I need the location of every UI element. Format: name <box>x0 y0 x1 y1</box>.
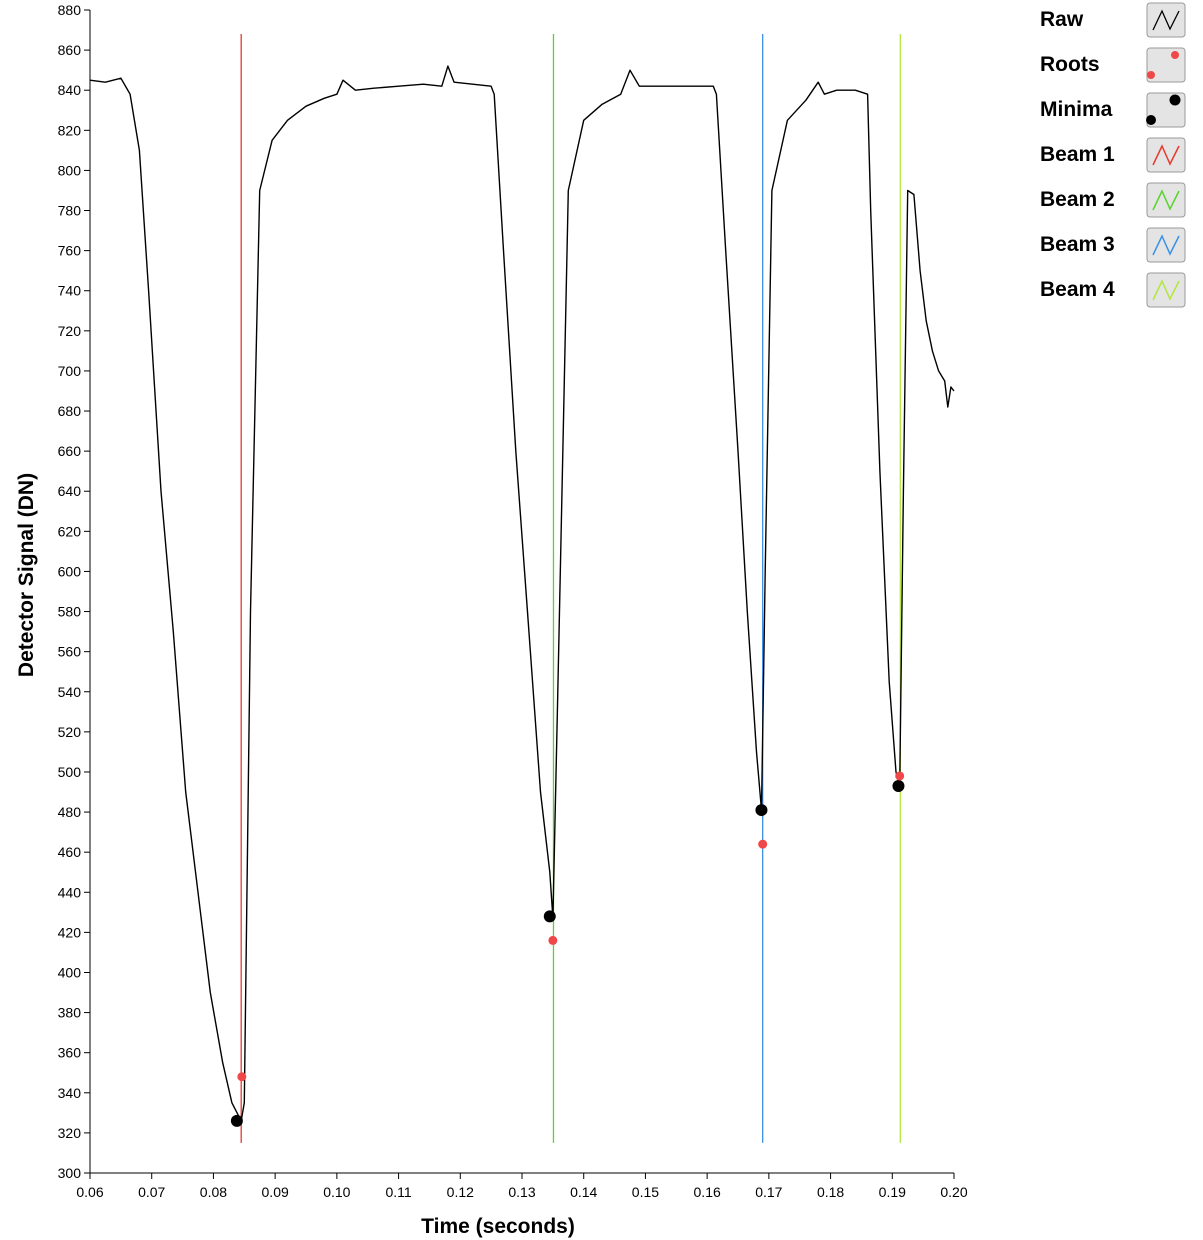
y-tick-label: 460 <box>58 844 82 860</box>
legend-label-beam-3: Beam 3 <box>1040 233 1115 256</box>
minima-point <box>755 804 768 817</box>
x-tick-label: 0.06 <box>76 1184 103 1200</box>
minima-point <box>892 780 905 793</box>
beam-2-line-swatch-icon[interactable] <box>1146 182 1186 218</box>
y-tick-label: 780 <box>58 203 82 219</box>
legend-label-beam-4: Beam 4 <box>1040 278 1115 301</box>
y-tick-label: 540 <box>58 684 82 700</box>
beam-3-line-swatch-icon[interactable] <box>1146 227 1186 263</box>
y-tick-label: 680 <box>58 403 82 419</box>
roots-point-swatch-icon[interactable] <box>1146 47 1186 83</box>
y-tick-label: 560 <box>58 644 82 660</box>
y-tick-label: 660 <box>58 443 82 459</box>
x-tick-label: 0.11 <box>385 1184 411 1200</box>
y-tick-label: 480 <box>58 804 82 820</box>
x-tick-label: 0.18 <box>817 1184 844 1200</box>
y-tick-label: 360 <box>58 1045 82 1061</box>
y-tick-label: 700 <box>58 363 82 379</box>
x-tick-label: 0.20 <box>940 1184 967 1200</box>
root-point <box>548 935 558 945</box>
legend-item-beam-4[interactable]: Beam 4 <box>1036 272 1196 308</box>
y-tick-label: 800 <box>58 162 82 178</box>
y-tick-label: 400 <box>58 964 82 980</box>
root-point <box>237 1072 247 1082</box>
minima-point <box>230 1114 243 1127</box>
legend-item-beam-1[interactable]: Beam 1 <box>1036 137 1196 173</box>
x-tick-label: 0.13 <box>508 1184 535 1200</box>
y-tick-label: 880 <box>58 2 82 18</box>
y-tick-label: 520 <box>58 724 82 740</box>
x-axis: 0.06 0.07 0.08 0.09 0.10 0.11 0.12 0.13 0.14 0.15… <box>76 1172 968 1200</box>
raw-signal-line <box>89 65 955 1122</box>
y-tick-label: 620 <box>58 523 82 539</box>
x-tick-label: 0.19 <box>879 1184 906 1200</box>
legend-item-beam-2[interactable]: Beam 2 <box>1036 182 1196 218</box>
beam-lines <box>240 34 901 1143</box>
x-tick-label: 0.14 <box>570 1184 597 1200</box>
legend-label-minima: Minima <box>1040 98 1113 121</box>
minima-point-swatch-icon[interactable] <box>1146 92 1186 128</box>
legend-item-minima[interactable]: Minima <box>1036 92 1196 128</box>
x-tick-label: 0.12 <box>447 1184 474 1200</box>
detector-signal-chart: 300 320 340 360 380 400 420 440 460 480 500 520 540 5… <box>15 2 968 1238</box>
legend-label-beam-2: Beam 2 <box>1040 188 1115 211</box>
y-tick-label: 500 <box>58 764 82 780</box>
y-tick-label: 640 <box>58 483 82 499</box>
beam-1-line-swatch-icon[interactable] <box>1146 137 1186 173</box>
y-tick-label: 840 <box>58 82 82 98</box>
x-tick-label: 0.17 <box>755 1184 782 1200</box>
y-tick-label: 720 <box>58 323 82 339</box>
y-tick-label: 340 <box>58 1085 82 1101</box>
y-tick-label: 820 <box>58 122 82 138</box>
point-markers <box>230 771 905 1127</box>
beam-4-line-swatch-icon[interactable] <box>1146 272 1186 308</box>
x-tick-label: 0.07 <box>138 1184 165 1200</box>
y-tick-label: 300 <box>58 1165 82 1181</box>
raw-series <box>89 65 955 1122</box>
minima-point <box>543 910 556 923</box>
x-tick-label: 0.10 <box>323 1184 350 1200</box>
y-axis-title: Detector Signal (DN) <box>15 473 38 677</box>
x-tick-label: 0.16 <box>694 1184 721 1200</box>
x-tick-label: 0.09 <box>262 1184 289 1200</box>
y-tick-label: 440 <box>58 884 82 900</box>
x-tick-label: 0.15 <box>632 1184 659 1200</box>
y-axis: 300 320 340 360 380 400 420 440 460 480 500 520 540 5… <box>58 2 91 1181</box>
root-point <box>758 839 768 849</box>
root-point <box>895 771 905 781</box>
y-tick-label: 600 <box>58 563 82 579</box>
y-tick-label: 380 <box>58 1005 82 1021</box>
legend-item-raw[interactable]: Raw <box>1036 2 1196 38</box>
x-axis-title: Time (seconds) <box>421 1215 575 1238</box>
raw-line-swatch-icon[interactable] <box>1146 2 1186 38</box>
legend-label-roots: Roots <box>1040 53 1100 76</box>
legend-item-beam-3[interactable]: Beam 3 <box>1036 227 1196 263</box>
y-tick-label: 760 <box>58 243 82 259</box>
y-tick-label: 320 <box>58 1125 82 1141</box>
legend-item-roots[interactable]: Roots <box>1036 47 1196 83</box>
y-tick-label: 740 <box>58 283 82 299</box>
y-tick-label: 580 <box>58 604 82 620</box>
x-tick-label: 0.08 <box>200 1184 227 1200</box>
legend-label-beam-1: Beam 1 <box>1040 143 1115 166</box>
legend-label-raw: Raw <box>1040 8 1084 31</box>
y-tick-label: 420 <box>58 924 82 940</box>
y-tick-label: 860 <box>58 42 82 58</box>
